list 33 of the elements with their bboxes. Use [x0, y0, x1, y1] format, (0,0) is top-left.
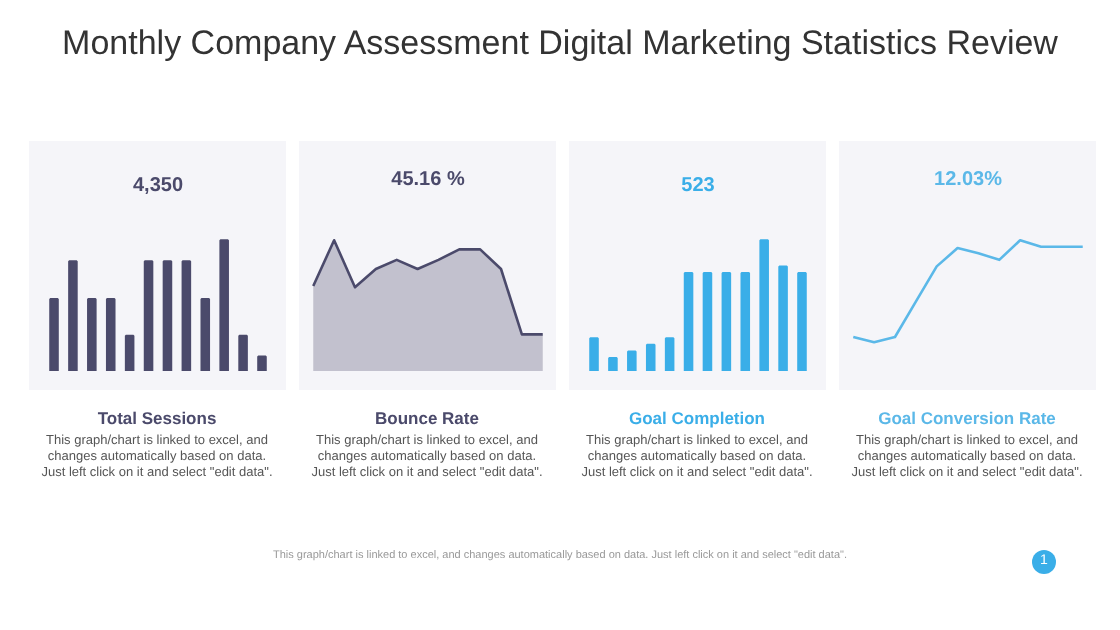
bar — [87, 298, 97, 371]
text: Bounce Rate — [375, 406, 479, 431]
text: Goal Conversion Rate — [878, 406, 1056, 431]
bar — [162, 260, 173, 371]
chart-subtitle: 523 — [681, 175, 716, 197]
bar — [740, 271, 751, 371]
bar — [608, 356, 618, 371]
bar — [589, 337, 599, 371]
bar — [68, 260, 78, 371]
bar — [797, 271, 807, 371]
bar — [105, 298, 116, 371]
bar — [238, 334, 248, 371]
text: Monthly Company Assessment Digital Marketing Statistics Review — [62, 22, 1058, 66]
chart-subtitle: 45.16 % — [391, 169, 465, 191]
bar — [49, 298, 59, 371]
bar — [645, 343, 656, 371]
chart-subtitle: 4,350 — [132, 175, 184, 197]
bar — [702, 271, 713, 371]
bar — [219, 239, 229, 371]
bar — [181, 260, 192, 371]
bar — [683, 271, 694, 371]
bar — [664, 337, 675, 371]
bar — [778, 265, 788, 371]
bar — [627, 350, 637, 371]
bar — [200, 298, 211, 371]
bar — [143, 260, 154, 371]
text: Goal Completion — [629, 406, 765, 431]
bar — [759, 239, 769, 371]
text: Total Sessions — [97, 406, 217, 431]
bar — [721, 271, 732, 371]
bar — [257, 355, 267, 371]
chart-subtitle: 12.03% — [934, 169, 1003, 191]
bar — [124, 334, 135, 371]
